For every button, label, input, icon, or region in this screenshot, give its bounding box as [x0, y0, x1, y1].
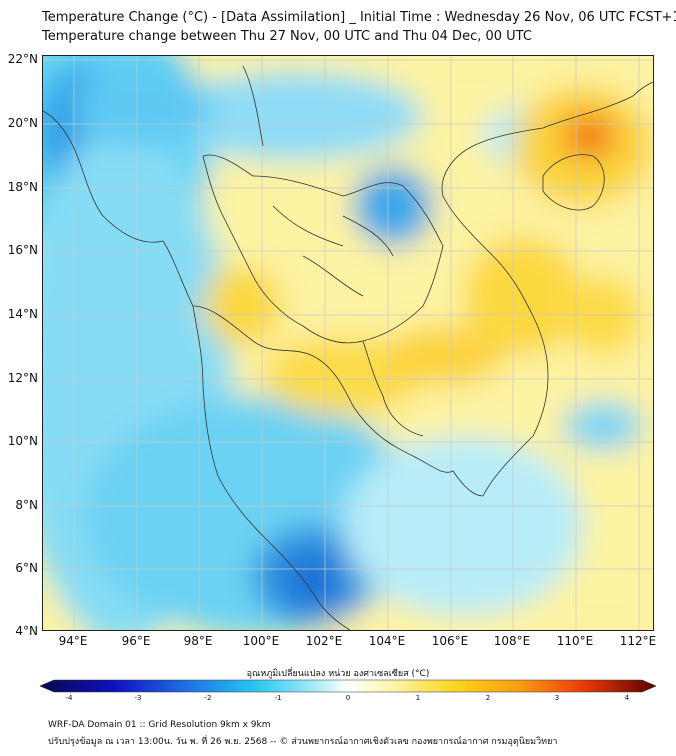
coastlines — [43, 65, 653, 630]
lon-label-108e: 108°E — [493, 634, 531, 648]
colorbar-tick: 0 — [345, 694, 351, 702]
colorbar-tick: -2 — [204, 694, 212, 702]
lat-label-22n: 22°N — [7, 52, 38, 66]
colorbar-tick: -4 — [65, 694, 73, 702]
lon-label-98e: 98°E — [183, 634, 213, 648]
colorbar — [40, 679, 656, 693]
lat-label-20n: 20°N — [7, 116, 38, 130]
lon-label-104e: 104°E — [368, 634, 406, 648]
lat-label-6n: 6°N — [15, 561, 38, 575]
colorbar-tick: 3 — [554, 694, 560, 702]
lon-label-106e: 106°E — [431, 634, 469, 648]
lon-label-96e: 96°E — [121, 634, 151, 648]
colorbar-tick: -1 — [274, 694, 282, 702]
lat-label-14n: 14°N — [7, 307, 38, 321]
lat-label-16n: 16°N — [7, 243, 38, 257]
colorbar-title: อุณหภูมิเปลี่ยนแปลง หน่วย องศาเซลเซียส (… — [246, 669, 430, 679]
chart-title: Temperature Change (°C) - [Data Assimila… — [42, 10, 676, 25]
lon-label-102e: 102°E — [305, 634, 343, 648]
footer-credit: ปรับปรุงข้อมูล ณ เวลา 13:00น. วัน พ. ที่… — [48, 737, 558, 747]
lat-label-12n: 12°N — [7, 371, 38, 385]
colorbar-tick: 4 — [624, 694, 630, 702]
lon-label-100e: 100°E — [242, 634, 280, 648]
colorbar-tick: 2 — [485, 694, 491, 702]
lon-label-112e: 112°E — [619, 634, 657, 648]
map-svg — [43, 56, 653, 630]
lat-label-8n: 8°N — [15, 498, 38, 512]
graticule — [43, 56, 653, 630]
colorbar-tick: -3 — [134, 694, 142, 702]
lon-label-110e: 110°E — [556, 634, 594, 648]
footer-model-info: WRF-DA Domain 01 :: Grid Resolution 9km … — [48, 720, 271, 730]
lat-label-4n: 4°N — [15, 624, 38, 638]
lon-label-94e: 94°E — [58, 634, 88, 648]
colorbar-tick: 1 — [415, 694, 421, 702]
lat-label-10n: 10°N — [7, 434, 38, 448]
lat-label-18n: 18°N — [7, 180, 38, 194]
chart-subtitle: Temperature change between Thu 27 Nov, 0… — [42, 29, 532, 44]
temperature-change-map — [42, 55, 654, 631]
